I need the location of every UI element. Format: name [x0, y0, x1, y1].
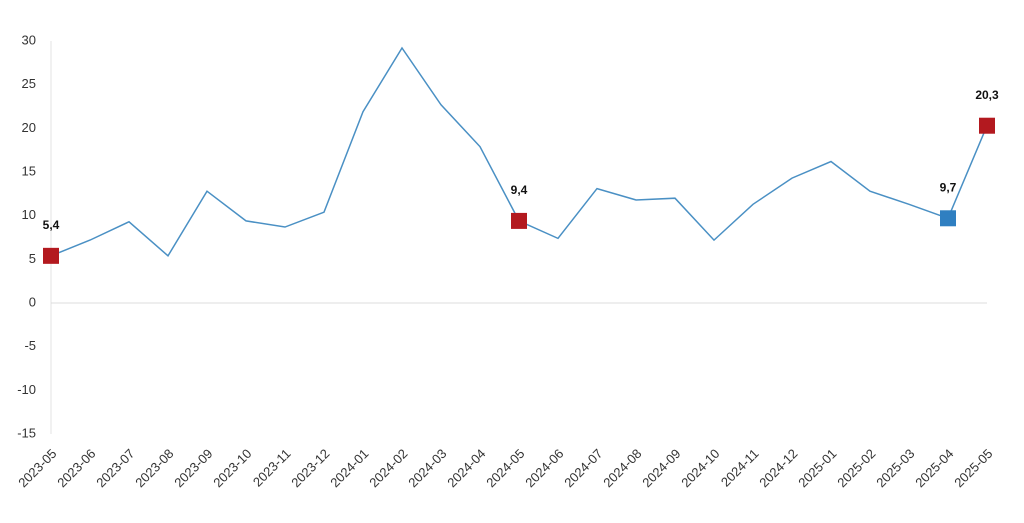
marker: [43, 247, 59, 264]
marker: [940, 210, 956, 227]
x-tick-label: 2024-10: [678, 446, 722, 490]
x-tick-label: 2025-01: [795, 446, 839, 490]
x-tick-label: 2023-11: [250, 446, 294, 490]
x-tick-label: 2024-08: [600, 446, 644, 490]
marker: [979, 117, 995, 134]
x-tick-label: 2025-05: [951, 446, 995, 490]
y-tick-label: -5: [24, 338, 36, 353]
x-tick-label: 2024-11: [718, 446, 762, 490]
y-tick-label: -15: [17, 425, 36, 440]
y-tick-label: 15: [22, 163, 36, 178]
x-tick-label: 2023-10: [210, 446, 254, 490]
x-tick-label: 2023-07: [93, 446, 137, 490]
y-tick-label: -10: [17, 382, 36, 397]
y-tick-label: 0: [29, 294, 36, 309]
y-tick-label: 30: [22, 32, 36, 47]
x-tick-label: 2025-04: [912, 446, 956, 490]
x-tick-label: 2025-03: [873, 446, 917, 490]
x-tick-label: 2024-06: [522, 446, 566, 490]
x-tick-label: 2024-01: [327, 446, 371, 490]
value-label: 5,4: [43, 218, 60, 232]
x-tick-label: 2024-09: [639, 446, 683, 490]
x-tick-label: 2023-05: [15, 446, 59, 490]
y-tick-label: 25: [22, 76, 36, 91]
x-tick-label: 2023-06: [54, 446, 98, 490]
x-tick-label: 2024-03: [405, 446, 449, 490]
y-tick-label: 5: [29, 251, 36, 266]
x-tick-label: 2023-08: [132, 446, 176, 490]
x-tick-label: 2024-07: [561, 446, 605, 490]
marker: [511, 212, 527, 229]
y-tick-label: 10: [22, 207, 36, 222]
y-tick-label: 20: [22, 120, 36, 135]
x-tick-label: 2024-04: [444, 446, 488, 490]
x-tick-label: 2023-09: [171, 446, 215, 490]
x-tick-label: 2025-02: [834, 446, 878, 490]
value-label: 9,4: [511, 183, 528, 197]
value-label: 20,3: [975, 88, 999, 102]
x-tick-label: 2024-02: [366, 446, 410, 490]
x-tick-label: 2023-12: [288, 446, 332, 490]
x-tick-label: 2024-12: [756, 446, 800, 490]
x-tick-label: 2024-05: [483, 446, 527, 490]
value-label: 9,7: [940, 180, 957, 194]
